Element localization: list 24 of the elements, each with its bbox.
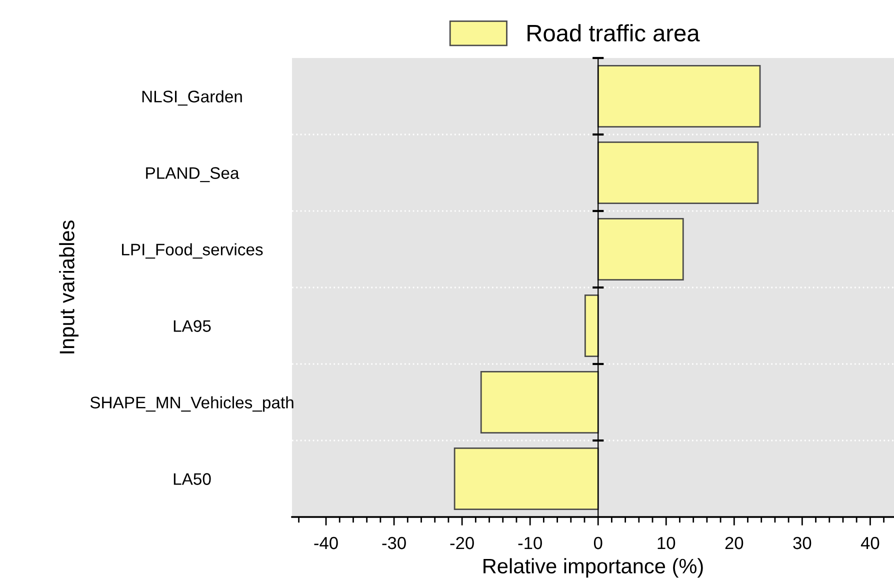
- x-tick-label: -40: [314, 536, 338, 550]
- bar: [597, 141, 759, 204]
- legend-label: Road traffic area: [528, 24, 700, 42]
- x-tick-label: -20: [450, 536, 474, 550]
- x-axis-title: Relative importance (%): [484, 558, 703, 578]
- bar: [454, 447, 599, 510]
- bar: [597, 218, 684, 281]
- y-tick-label: PLAND_Sea: [146, 167, 240, 182]
- x-tick-label: -30: [382, 536, 406, 550]
- y-tick-label: LA50: [174, 473, 211, 485]
- y-tick-label: SHAPE_MN_Vehicles_path: [90, 396, 294, 412]
- bar: [584, 294, 599, 358]
- x-tick-label: 0: [594, 536, 602, 550]
- x-tick-label: -10: [518, 536, 542, 550]
- bar: [597, 64, 761, 128]
- x-tick-label: 40: [860, 536, 880, 550]
- y-tick-label: LA95: [174, 320, 211, 332]
- bar: [480, 370, 599, 434]
- x-tick-label: 30: [793, 536, 812, 550]
- y-tick-label: NLSI_Garden: [142, 90, 242, 106]
- x-tick-label: 20: [725, 536, 744, 550]
- x-tick-label: 10: [658, 536, 676, 550]
- y-tick-label: LPI_Food_services: [122, 243, 263, 259]
- y-axis-title: Input variables: [59, 220, 79, 354]
